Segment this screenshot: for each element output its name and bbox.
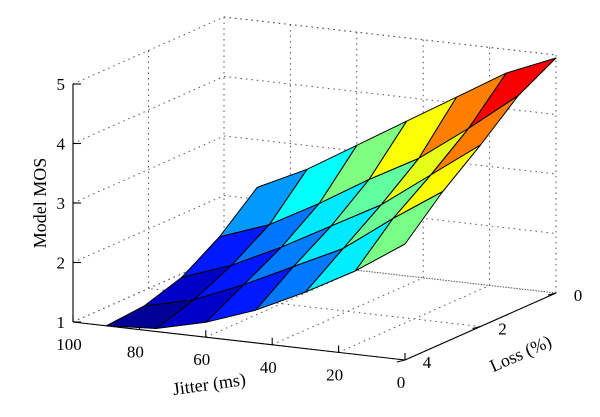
z-axis-label: Model MOS bbox=[30, 158, 50, 249]
grid-line bbox=[223, 76, 557, 115]
y-tick-label: 2 bbox=[498, 320, 507, 339]
x-tick-label: 0 bbox=[397, 373, 406, 392]
x-axis-label: Jitter (ms) bbox=[171, 369, 247, 400]
grid-line bbox=[223, 16, 557, 56]
grid-line bbox=[223, 254, 557, 294]
x-tick-label: 100 bbox=[56, 335, 82, 354]
z-tick-label: 1 bbox=[57, 313, 66, 332]
surface bbox=[105, 57, 557, 329]
y-tick-label: 4 bbox=[423, 353, 432, 372]
y-tick-mark bbox=[396, 359, 406, 363]
z-tick-label: 5 bbox=[57, 75, 66, 94]
z-tick-label: 2 bbox=[57, 254, 66, 273]
surface-patch bbox=[105, 299, 195, 329]
x-tick-label: 20 bbox=[326, 365, 343, 384]
grid-line bbox=[72, 76, 225, 144]
x-axis-line bbox=[72, 321, 406, 361]
x-tick-label: 80 bbox=[127, 343, 144, 362]
z-tick-label: 4 bbox=[57, 135, 66, 154]
y-axis-label: Loss (%) bbox=[487, 331, 555, 377]
grid-line bbox=[72, 195, 225, 263]
x-tick-label: 40 bbox=[260, 358, 277, 377]
x-tick-label: 60 bbox=[193, 350, 210, 369]
grid-line bbox=[148, 288, 481, 327]
y-tick-label: 0 bbox=[574, 286, 583, 305]
y-tick-mark bbox=[472, 325, 481, 330]
grid-line bbox=[271, 277, 424, 346]
y-tick-mark bbox=[547, 292, 557, 296]
z-tick-label: 3 bbox=[57, 194, 66, 213]
tick-labels: 1 2 3 4 5 100 80 60 40 20 0 0 2 4 bbox=[56, 75, 582, 392]
grid-line bbox=[72, 135, 225, 204]
grid-line bbox=[223, 135, 557, 175]
